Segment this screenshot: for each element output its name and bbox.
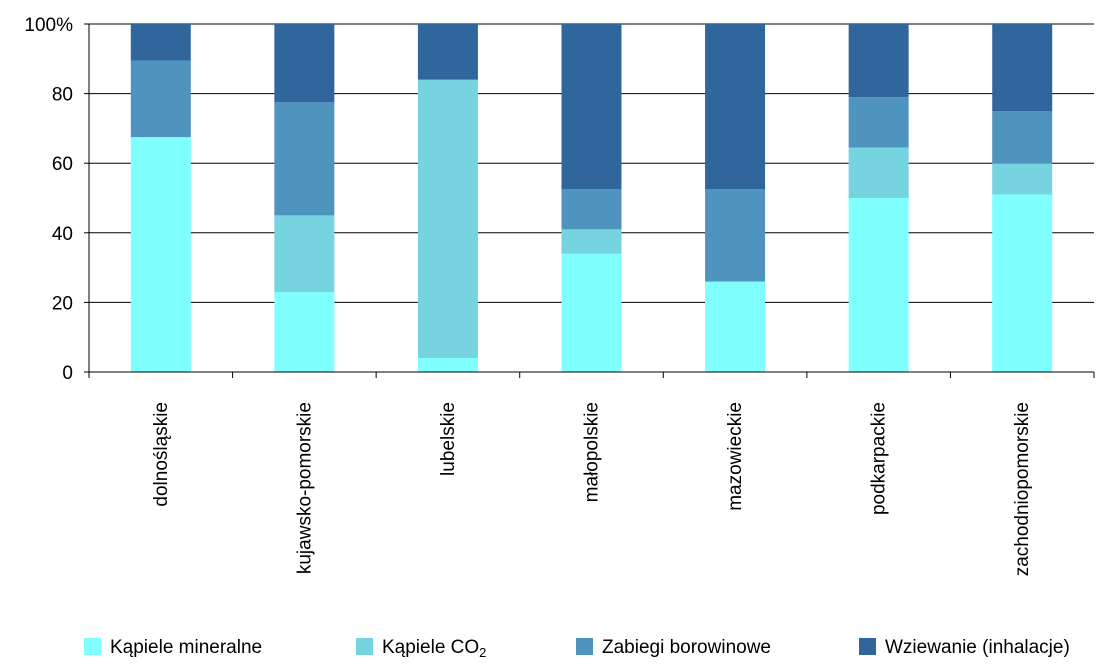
bar-segment: [848, 198, 909, 372]
category-label: lubelskie: [438, 402, 459, 476]
legend-label: Zabiegi borowinowe: [602, 637, 771, 658]
bar-segment: [274, 215, 335, 292]
bar-segment: [992, 163, 1053, 195]
legend-swatch: [859, 638, 876, 655]
bar-segment: [848, 97, 909, 148]
bar-segment: [274, 291, 335, 372]
category-label: podkarpackie: [869, 402, 890, 515]
legend-label: Wziewanie (inhalacje): [885, 637, 1070, 658]
bar-segment: [130, 24, 191, 61]
bar-segment: [992, 111, 1053, 164]
bars: [130, 24, 1053, 372]
bar-segment: [130, 60, 191, 138]
bar-segment: [417, 79, 478, 359]
legend-label: Kąpiele CO2: [382, 637, 486, 660]
bar-segment: [274, 102, 335, 216]
y-tick-labels: 0 20 40 60 80 100%: [24, 15, 73, 384]
y-tick-label: 40: [52, 224, 73, 245]
bar-segment: [848, 24, 909, 98]
category-label: kujawsko-pomorskie: [294, 402, 315, 574]
legend-swatch: [576, 638, 593, 655]
legend-swatch: [84, 638, 101, 655]
category-label: małopolskie: [582, 402, 603, 502]
bar-segment: [848, 147, 909, 198]
bar-segment: [992, 194, 1053, 372]
bar-segment: [705, 281, 766, 372]
category-label: zachodniopomorskie: [1012, 402, 1033, 576]
bar-segment: [130, 137, 191, 372]
bar-segment: [561, 229, 622, 254]
y-tick-label: 80: [52, 85, 73, 106]
y-tick-label: 100%: [24, 15, 73, 36]
bar-segment: [561, 24, 622, 190]
x-category-labels: dolnośląskie kujawsko-pomorskie lubelskie m…: [151, 402, 1033, 576]
y-tick-label: 60: [52, 154, 73, 175]
legend-label: Kąpiele mineralne: [110, 637, 262, 658]
y-tick-label: 0: [62, 363, 73, 384]
bar-segment: [561, 253, 622, 372]
category-label: dolnośląskie: [151, 402, 172, 507]
category-label: mazowieckie: [725, 402, 746, 511]
bar-segment: [274, 24, 335, 103]
bar-segment: [992, 24, 1053, 111]
bar-segment: [705, 24, 766, 190]
bar-segment: [417, 358, 478, 372]
legend-swatch: [356, 638, 373, 655]
bar-segment: [705, 189, 766, 282]
legend: Kąpiele mineralne Kąpiele CO2 Zabiegi boro…: [84, 637, 1070, 660]
bar-segment: [561, 189, 622, 230]
legend-subscript: 2: [479, 645, 486, 660]
y-tick-label: 20: [52, 293, 73, 314]
bar-segment: [417, 24, 478, 80]
axes: [84, 23, 1095, 378]
